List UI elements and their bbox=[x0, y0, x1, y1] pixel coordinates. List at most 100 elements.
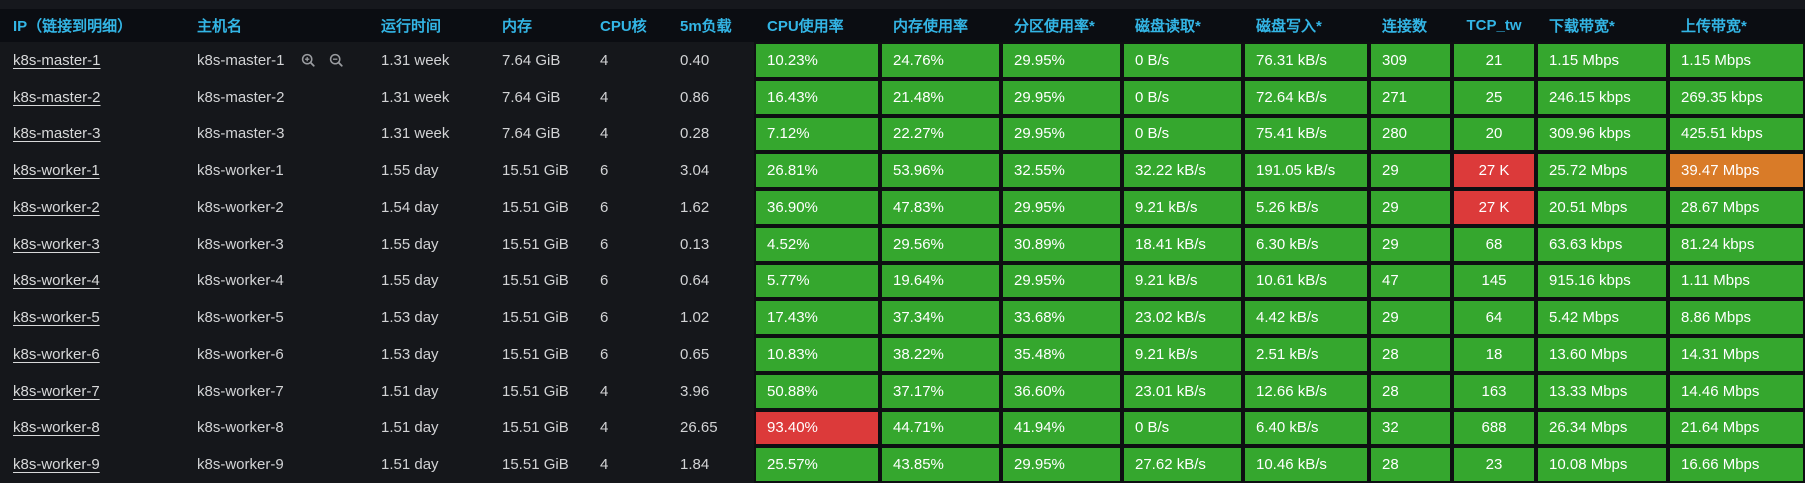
ip-link[interactable]: k8s-worker-1 bbox=[13, 162, 100, 180]
ip-cell: k8s-worker-2 bbox=[0, 189, 184, 226]
upload-bw-cell: 8.86 Mbps bbox=[1668, 299, 1805, 336]
mem-usage-cell: 43.85% bbox=[880, 446, 1001, 483]
metric-value: 29.95% bbox=[1003, 448, 1120, 481]
column-header-uptime[interactable]: 运行时间 bbox=[368, 9, 489, 42]
metric-value: 29.95% bbox=[1003, 264, 1120, 298]
memory-cell: 15.51 GiB bbox=[489, 336, 587, 373]
metric-value: 29.95% bbox=[1003, 191, 1120, 224]
ip-link[interactable]: k8s-worker-8 bbox=[13, 419, 100, 437]
hostname-label: k8s-master-1 bbox=[197, 51, 285, 69]
partition-usage-cell: 29.95% bbox=[1001, 262, 1122, 300]
cpu-usage-cell: 36.90% bbox=[754, 189, 880, 226]
ip-cell: k8s-worker-3 bbox=[0, 225, 184, 263]
column-header-load_5m[interactable]: 5m负载 bbox=[667, 9, 754, 42]
disk-read-cell: 0 B/s bbox=[1122, 78, 1243, 116]
partition-usage-cell: 29.95% bbox=[1001, 115, 1122, 153]
partition-usage-cell: 36.60% bbox=[1001, 372, 1122, 410]
column-header-partition_usage[interactable]: 分区使用率* bbox=[1001, 9, 1122, 42]
cpu-cores-cell: 4 bbox=[587, 115, 667, 153]
column-header-upload_bw[interactable]: 上传带宽* bbox=[1668, 9, 1805, 42]
metric-value: 27 K bbox=[1454, 191, 1534, 224]
metric-value: 64 bbox=[1454, 301, 1534, 334]
load-5m-cell: 1.62 bbox=[667, 189, 754, 226]
ip-link[interactable]: k8s-worker-3 bbox=[13, 235, 100, 253]
column-header-download_bw[interactable]: 下载带宽* bbox=[1536, 9, 1668, 42]
hostname-label: k8s-worker-3 bbox=[197, 235, 284, 253]
metric-value: 425.51 kbps bbox=[1670, 117, 1803, 151]
load-5m-cell: 0.86 bbox=[667, 78, 754, 116]
zoom-out-icon[interactable] bbox=[329, 53, 344, 68]
column-header-cpu_cores[interactable]: CPU核 bbox=[587, 9, 667, 42]
metric-value: 29.95% bbox=[1003, 117, 1120, 151]
tcp-tw-cell: 27 K bbox=[1452, 152, 1536, 189]
upload-bw-cell: 21.64 Mbps bbox=[1668, 409, 1805, 447]
download-bw-cell: 25.72 Mbps bbox=[1536, 152, 1668, 189]
column-header-connections[interactable]: 连接数 bbox=[1369, 9, 1452, 42]
ip-link[interactable]: k8s-worker-2 bbox=[13, 198, 100, 216]
hostname-cell: k8s-master-1 bbox=[184, 52, 368, 69]
metric-value: 72.64 kB/s bbox=[1245, 80, 1367, 114]
metric-value: 5.42 Mbps bbox=[1538, 301, 1666, 334]
ip-link[interactable]: k8s-worker-9 bbox=[13, 456, 100, 474]
zoom-in-icon[interactable] bbox=[301, 53, 316, 68]
metric-value: 6.30 kB/s bbox=[1245, 227, 1367, 261]
metric-value: 24.76% bbox=[882, 44, 999, 77]
connections-cell: 29 bbox=[1369, 189, 1452, 226]
cpu-usage-cell: 10.23% bbox=[754, 42, 880, 79]
connections-cell: 28 bbox=[1369, 336, 1452, 373]
tcp-tw-cell: 27 K bbox=[1452, 189, 1536, 226]
column-header-tcp_tw[interactable]: TCP_tw bbox=[1452, 9, 1536, 42]
metric-value: 271 bbox=[1371, 80, 1450, 114]
metric-value: 29.56% bbox=[882, 227, 999, 261]
disk-write-cell: 2.51 kB/s bbox=[1243, 336, 1369, 373]
metric-value: 21.48% bbox=[882, 80, 999, 114]
cpu-cores-cell: 6 bbox=[587, 152, 667, 189]
column-header-mem_usage[interactable]: 内存使用率 bbox=[880, 9, 1001, 42]
metric-value: 0 B/s bbox=[1124, 411, 1241, 445]
metric-value: 246.15 kbps bbox=[1538, 80, 1666, 114]
ip-link[interactable]: k8s-master-1 bbox=[13, 51, 101, 69]
column-header-cpu_usage[interactable]: CPU使用率 bbox=[754, 9, 880, 42]
metric-value: 35.48% bbox=[1003, 338, 1120, 371]
disk-read-cell: 9.21 kB/s bbox=[1122, 262, 1243, 300]
metric-value: 38.22% bbox=[882, 338, 999, 371]
disk-write-cell: 191.05 kB/s bbox=[1243, 152, 1369, 189]
ip-link[interactable]: k8s-worker-7 bbox=[13, 382, 100, 400]
column-header-memory[interactable]: 内存 bbox=[489, 9, 587, 42]
header-row: IP（链接到明细） 主机名 运行时间 内存 CPU核 5m负载 CPU使用率 内存使用率 分区使… bbox=[0, 9, 1805, 42]
upload-bw-cell: 28.67 Mbps bbox=[1668, 189, 1805, 226]
column-header-hostname[interactable]: 主机名 bbox=[184, 9, 368, 42]
hostname-cell: k8s-worker-3 bbox=[184, 236, 368, 253]
metric-value: 915.16 kbps bbox=[1538, 264, 1666, 298]
table-row: k8s-worker-8 k8s-worker-8 1.51 day 15.51 Gi… bbox=[0, 409, 1805, 447]
table-row: k8s-worker-1 k8s-worker-1 1.55 day 15.51 Gi… bbox=[0, 152, 1805, 189]
download-bw-cell: 10.08 Mbps bbox=[1536, 446, 1668, 483]
ip-link[interactable]: k8s-master-2 bbox=[13, 88, 101, 106]
hostname-cell: k8s-worker-1 bbox=[184, 162, 368, 179]
partition-usage-cell: 32.55% bbox=[1001, 152, 1122, 189]
upload-bw-cell: 14.31 Mbps bbox=[1668, 336, 1805, 373]
ip-link[interactable]: k8s-worker-5 bbox=[13, 309, 100, 327]
mem-usage-cell: 21.48% bbox=[880, 78, 1001, 116]
hostname-cell: k8s-worker-9 bbox=[184, 456, 368, 473]
connections-cell: 32 bbox=[1369, 409, 1452, 447]
connections-cell: 29 bbox=[1369, 299, 1452, 336]
download-bw-cell: 26.34 Mbps bbox=[1536, 409, 1668, 447]
column-header-disk_read[interactable]: 磁盘读取* bbox=[1122, 9, 1243, 42]
column-header-disk_write[interactable]: 磁盘写入* bbox=[1243, 9, 1369, 42]
table-row: k8s-worker-5 k8s-worker-5 1.53 day 15.51 Gi… bbox=[0, 299, 1805, 336]
column-header-ip[interactable]: IP（链接到明细） bbox=[0, 9, 184, 42]
hostname-cell: k8s-worker-8 bbox=[184, 419, 368, 436]
ip-link[interactable]: k8s-worker-4 bbox=[13, 272, 100, 290]
upload-bw-cell: 1.11 Mbps bbox=[1668, 262, 1805, 300]
ip-link[interactable]: k8s-worker-6 bbox=[13, 345, 100, 363]
metric-value: 280 bbox=[1371, 117, 1450, 151]
metric-value: 28.67 Mbps bbox=[1670, 191, 1803, 224]
metric-value: 0 B/s bbox=[1124, 117, 1241, 151]
metric-value: 36.90% bbox=[756, 191, 878, 224]
ip-link[interactable]: k8s-master-3 bbox=[13, 125, 101, 143]
memory-cell: 15.51 GiB bbox=[489, 299, 587, 336]
ip-cell: k8s-worker-9 bbox=[0, 446, 184, 483]
cpu-cores-cell: 4 bbox=[587, 42, 667, 79]
memory-cell: 7.64 GiB bbox=[489, 115, 587, 153]
